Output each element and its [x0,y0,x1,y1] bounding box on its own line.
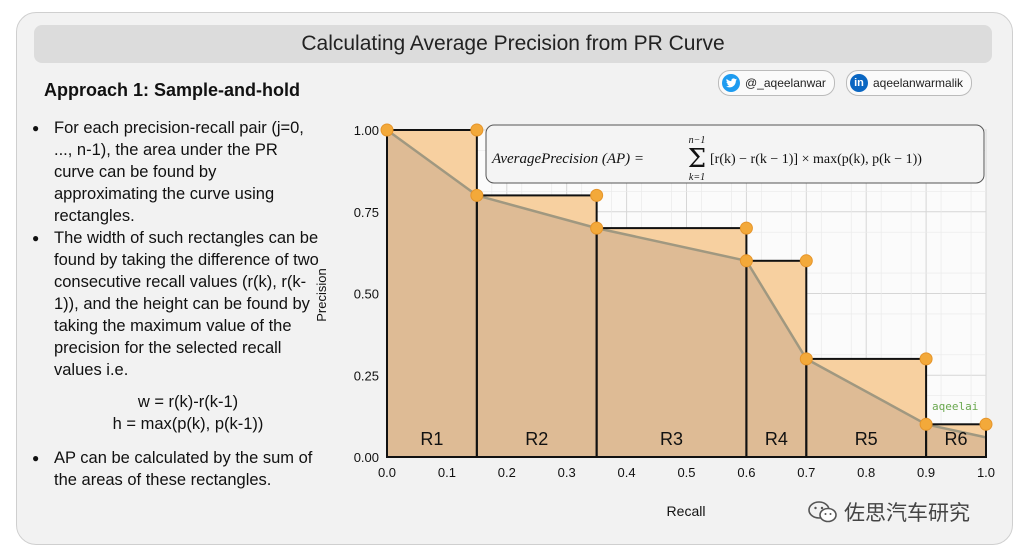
x-tick-label: 0.1 [438,465,456,480]
formula-lhs: AveragePrecision (AP) = [491,151,644,167]
formula-sigma: Σ [688,144,706,174]
rectangle-label-r2: R2 [525,429,548,449]
rectangle-label-r3: R3 [660,429,683,449]
rectangle-label-r5: R5 [855,429,878,449]
ap-formula-box: AveragePrecision (AP) = n−1 Σ k=1 [r(k) … [485,124,985,184]
rectangle-label-r4: R4 [765,429,788,449]
curve-marker [799,352,813,366]
rectangle-outlines [386,129,987,459]
x-tick-label: 0.7 [797,465,815,480]
y-tick-label: 0.00 [354,450,379,465]
rectangle-label-r6: R6 [945,429,968,449]
linkedin-icon: in [850,74,868,92]
x-tick-label: 0.8 [857,465,875,480]
approach-heading: Approach 1: Sample-and-hold [44,80,301,100]
title-bar: Calculating Average Precision from PR Cu… [34,25,992,63]
x-tick-label: 0.2 [498,465,516,480]
wechat-icon [808,501,837,523]
y-axis-label: Precision [314,268,329,321]
rectangle-label-r1: R1 [420,429,443,449]
x-tick-label: 0.4 [618,465,636,480]
linkedin-badge[interactable]: in aqeelanwarmalik [846,70,973,96]
y-axis-ticks: 0.00 0.25 0.50 0.75 1.00 [354,123,379,465]
aqeelai-logo: aqeelai [932,400,978,413]
x-tick-label: 0.5 [677,465,695,480]
rectangle-outline-r6 [925,423,987,458]
curve-marker [979,417,993,431]
twitter-badge[interactable]: @_aqeelanwar [718,70,835,96]
linkedin-handle: aqeelanwarmalik [873,76,964,90]
curve-marker [739,254,753,268]
formula-rhs: [r(k) − r(k − 1)] × max(p(k), p(k − 1)) [710,152,922,167]
bullet-item: The width of such rectangles can be foun… [30,227,322,435]
y-tick-label: 0.75 [354,205,379,220]
bullet-list: For each precision-recall pair (j=0, ...… [30,117,322,491]
y-tick-label: 0.50 [354,287,379,302]
formula-sum-bottom: k=1 [689,172,705,183]
curve-marker [590,221,604,235]
y-tick-label: 1.00 [354,123,379,138]
curve-marker [919,417,933,431]
curve-marker [380,123,394,137]
watermark: 佐思汽车研究 [808,497,970,527]
bullet-text: For each precision-recall pair (j=0, ...… [54,119,304,225]
x-tick-label: 0.9 [917,465,935,480]
height-formula: h = max(p(k), p(k-1)) [112,415,264,433]
bullet-text: AP can be calculated by the sum of the a… [54,449,313,489]
formula-sum-top: n−1 [689,135,706,146]
width-height-formula: w = r(k)-r(k-1) h = max(p(k), p(k-1)) [54,391,322,435]
curve-markers [380,123,993,431]
x-tick-label: 0.6 [737,465,755,480]
width-formula: w = r(k)-r(k-1) [137,393,239,411]
x-tick-label: 1.0 [977,465,995,480]
bullet-item: For each precision-recall pair (j=0, ...… [30,117,322,227]
curve-marker [799,254,813,268]
x-tick-label: 0.3 [558,465,576,480]
curve-marker [470,188,484,202]
curve-marker [590,188,604,202]
y-tick-label: 0.25 [354,368,379,383]
x-tick-label: 0.0 [378,465,396,480]
curve-marker [470,123,484,137]
bullet-text: The width of such rectangles can be foun… [54,229,319,379]
curve-marker [739,221,753,235]
x-axis-label: Recall [667,503,706,519]
twitter-handle: @_aqeelanwar [745,76,826,90]
rectangle-outline-r5 [805,357,928,458]
curve-marker [919,352,933,366]
pr-curve-chart: R1 R2 R3 R4 R5 R6 0.0 0.1 0.2 0.3 0.4 0.5 0.6 0.7 0.8… [314,123,995,519]
bullet-item: AP can be calculated by the sum of the a… [30,447,322,491]
x-axis-ticks: 0.0 0.1 0.2 0.3 0.4 0.5 0.6 0.7 0.8 0.9 1.0 [378,465,995,480]
page-title: Calculating Average Precision from PR Cu… [301,32,725,55]
rectangle-labels: R1 R2 R3 R4 R5 R6 [420,429,967,449]
twitter-icon [722,74,740,92]
watermark-text: 佐思汽车研究 [844,502,970,525]
